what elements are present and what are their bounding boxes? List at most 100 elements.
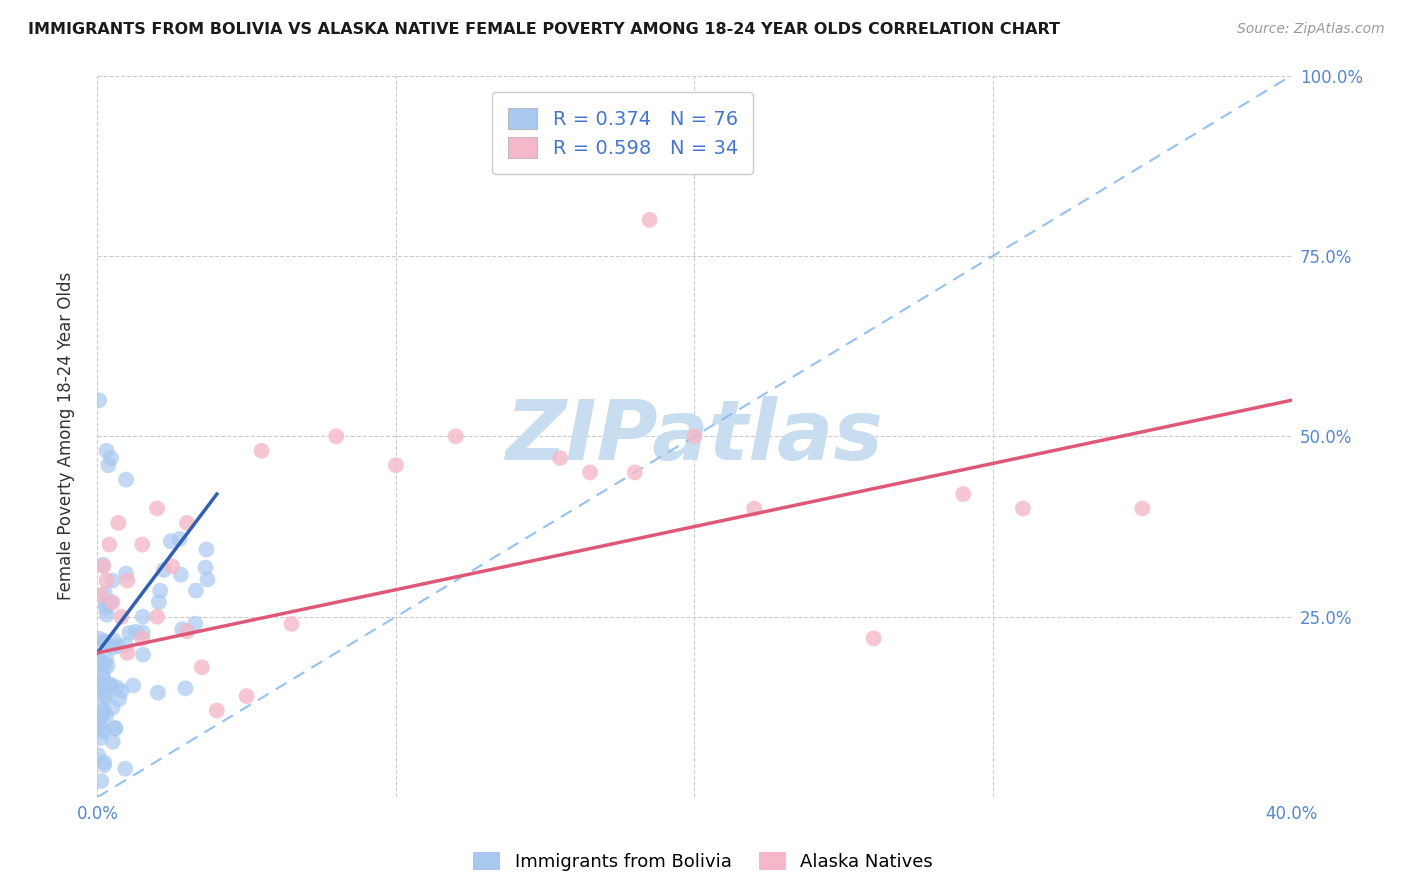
Point — [952, 487, 974, 501]
Point — [90, 668, 112, 682]
Point — [280, 617, 302, 632]
Point — [96, 443, 118, 458]
Point — [103, 633, 125, 648]
Point — [89, 654, 111, 668]
Point — [101, 734, 124, 748]
Point — [89, 588, 111, 602]
Text: Source: ZipAtlas.com: Source: ZipAtlas.com — [1237, 22, 1385, 37]
Point — [90, 701, 112, 715]
Point — [623, 466, 645, 480]
Point — [683, 429, 706, 443]
Point — [94, 690, 117, 704]
Point — [89, 709, 111, 723]
Point — [101, 574, 124, 588]
Point — [118, 626, 141, 640]
Point — [169, 532, 191, 546]
Point — [205, 704, 228, 718]
Point — [96, 574, 118, 588]
Point — [90, 774, 112, 789]
Point — [98, 678, 121, 692]
Point — [146, 609, 169, 624]
Point — [100, 450, 122, 465]
Point — [91, 669, 114, 683]
Point — [94, 635, 117, 649]
Point — [117, 646, 139, 660]
Point — [98, 538, 121, 552]
Point — [93, 634, 115, 648]
Point — [122, 679, 145, 693]
Point — [176, 516, 198, 530]
Point — [197, 573, 219, 587]
Point — [132, 625, 155, 640]
Point — [131, 632, 153, 646]
Point — [170, 567, 193, 582]
Point — [194, 560, 217, 574]
Point — [195, 542, 218, 557]
Point — [93, 657, 115, 672]
Point — [101, 700, 124, 714]
Point — [97, 458, 120, 473]
Legend: R = 0.374   N = 76, R = 0.598   N = 34: R = 0.374 N = 76, R = 0.598 N = 34 — [492, 93, 754, 174]
Point — [250, 443, 273, 458]
Point — [184, 616, 207, 631]
Point — [148, 595, 170, 609]
Point — [444, 429, 467, 443]
Point — [110, 609, 132, 624]
Point — [91, 722, 114, 736]
Point — [1130, 501, 1153, 516]
Point — [638, 212, 661, 227]
Point — [103, 640, 125, 655]
Point — [87, 717, 110, 731]
Point — [159, 534, 181, 549]
Point — [104, 722, 127, 736]
Text: ZIPatlas: ZIPatlas — [506, 396, 883, 477]
Point — [115, 566, 138, 581]
Point — [101, 595, 124, 609]
Point — [90, 684, 112, 698]
Point — [105, 681, 128, 695]
Point — [114, 638, 136, 652]
Point — [114, 762, 136, 776]
Point — [93, 758, 115, 772]
Point — [98, 595, 121, 609]
Point — [94, 601, 117, 615]
Point — [87, 652, 110, 666]
Point — [91, 558, 114, 572]
Point — [174, 681, 197, 696]
Point — [94, 598, 117, 612]
Point — [548, 450, 571, 465]
Point — [117, 574, 139, 588]
Point — [104, 721, 127, 735]
Point — [91, 679, 114, 693]
Point — [107, 516, 129, 530]
Point — [100, 678, 122, 692]
Point — [87, 393, 110, 408]
Point — [742, 501, 765, 516]
Point — [172, 622, 194, 636]
Point — [93, 704, 115, 718]
Point — [93, 586, 115, 600]
Point — [96, 652, 118, 666]
Point — [89, 632, 111, 646]
Point — [385, 458, 408, 473]
Point — [89, 731, 111, 746]
Point — [176, 624, 198, 639]
Y-axis label: Female Poverty Among 18-24 Year Olds: Female Poverty Among 18-24 Year Olds — [58, 272, 75, 600]
Point — [96, 607, 118, 622]
Point — [91, 708, 114, 723]
Point — [96, 659, 118, 673]
Text: IMMIGRANTS FROM BOLIVIA VS ALASKA NATIVE FEMALE POVERTY AMONG 18-24 YEAR OLDS CO: IMMIGRANTS FROM BOLIVIA VS ALASKA NATIVE… — [28, 22, 1060, 37]
Point — [235, 689, 257, 703]
Point — [108, 692, 131, 706]
Point — [160, 559, 183, 574]
Point — [1011, 501, 1033, 516]
Point — [146, 686, 169, 700]
Point — [132, 609, 155, 624]
Point — [96, 708, 118, 723]
Point — [115, 473, 138, 487]
Point — [191, 660, 214, 674]
Legend: Immigrants from Bolivia, Alaska Natives: Immigrants from Bolivia, Alaska Natives — [465, 845, 941, 879]
Point — [93, 676, 115, 690]
Point — [93, 756, 115, 770]
Point — [862, 632, 884, 646]
